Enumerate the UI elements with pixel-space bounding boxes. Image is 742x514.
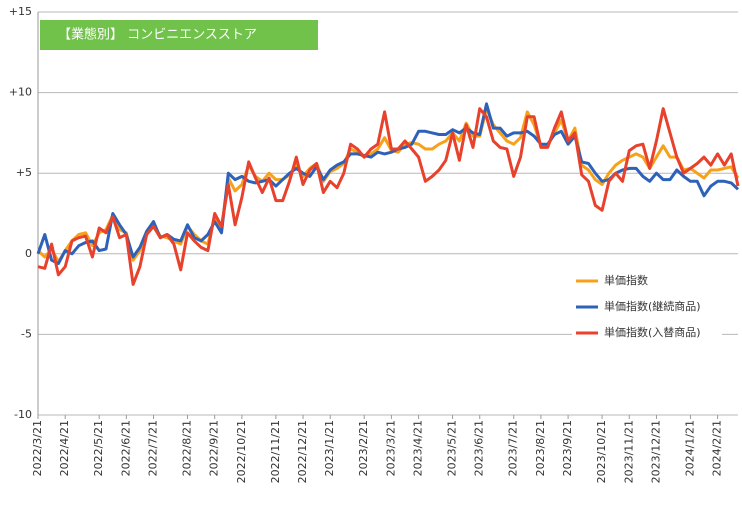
x-tick-label: 2022/7/21 — [147, 420, 160, 476]
x-tick-label: 2023/10/21 — [595, 420, 608, 483]
chart-title: 【業態別】 コンビニエンスストア — [58, 27, 257, 43]
legend-bg — [572, 323, 722, 343]
x-tick-label: 2023/11/21 — [622, 420, 635, 483]
x-tick-label: 2024/2/21 — [711, 420, 724, 476]
x-tick-label: 2023/3/21 — [384, 420, 397, 476]
x-tick-label: 2023/2/21 — [357, 420, 370, 476]
y-tick-label: -5 — [21, 327, 32, 340]
y-tick-label: 0 — [25, 247, 32, 260]
x-tick-label: 2022/4/21 — [58, 420, 71, 476]
x-tick-label: 2022/8/21 — [181, 420, 194, 476]
y-tick-label: +5 — [16, 166, 32, 179]
y-tick-label: +10 — [9, 86, 32, 99]
x-tick-label: 2023/5/21 — [446, 420, 459, 476]
x-tick-label: 2022/6/21 — [119, 420, 132, 476]
x-tick-label: 2022/5/21 — [92, 420, 105, 476]
x-tick-label: 2023/4/21 — [412, 420, 425, 476]
legend-bg — [572, 271, 722, 291]
x-tick-label: 2023/12/21 — [649, 420, 662, 483]
x-tick-label: 2023/8/21 — [534, 420, 547, 476]
x-tick-label: 2022/12/21 — [296, 420, 309, 483]
legend-label: 単価指数(入替商品) — [604, 325, 701, 339]
y-tick-label: +15 — [9, 5, 32, 18]
x-tick-label: 2022/10/21 — [235, 420, 248, 483]
legend-label: 単価指数 — [604, 273, 648, 287]
x-tick-label: 2023/1/21 — [323, 420, 336, 476]
x-tick-label: 2024/1/21 — [683, 420, 696, 476]
series-line — [37, 107, 740, 286]
title-box — [40, 20, 318, 50]
x-tick-label: 2022/3/21 — [31, 420, 44, 476]
x-tick-label: 2022/9/21 — [208, 420, 221, 476]
x-tick-label: 2023/9/21 — [561, 420, 574, 476]
legend-bg — [572, 297, 722, 317]
y-tick-label: -10 — [14, 408, 32, 421]
x-tick-label: 2022/11/21 — [269, 420, 282, 483]
legend-label: 単価指数(継続商品) — [604, 299, 701, 313]
series-line — [36, 102, 740, 265]
x-tick-label: 2023/6/21 — [473, 420, 486, 476]
x-tick-label: 2023/7/21 — [507, 420, 520, 476]
